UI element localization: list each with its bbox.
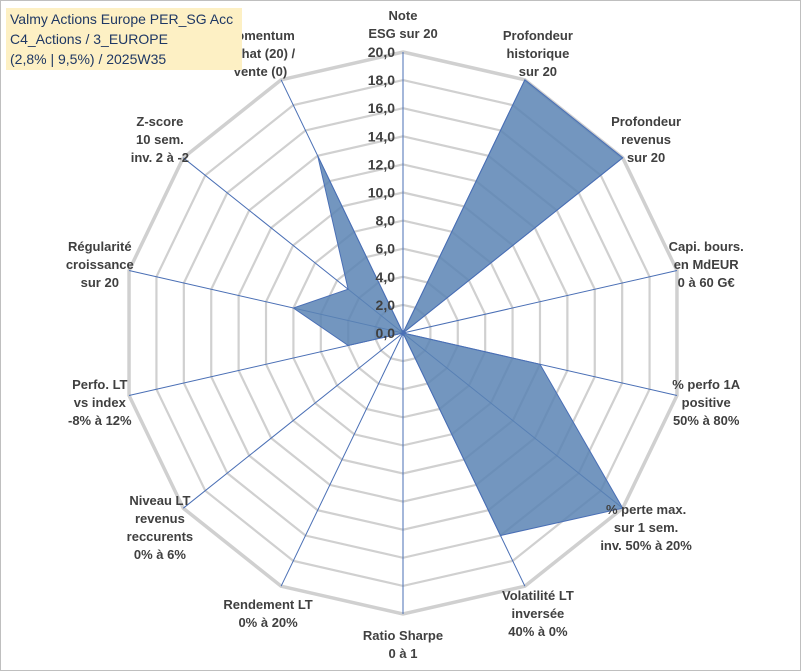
axis-label-line: historique [506, 46, 569, 61]
axis-spoke [402, 270, 678, 334]
axis-label-line: 0 à 60 G€ [678, 275, 735, 290]
axis-label-line: Note [389, 8, 418, 23]
axis-label: Régularité croissance sur 20 [66, 239, 134, 290]
axis-label-line: 0% à 20% [238, 615, 298, 630]
axis-label-line: Z-score [136, 114, 183, 129]
axis-label: Profondeur revenus sur 20 [611, 114, 681, 165]
axis-label-line: Profondeur [611, 114, 681, 129]
axis-label-line: Profondeur [503, 28, 573, 43]
axis-label-line: revenus [135, 511, 185, 526]
chart-title-line-1: Valmy Actions Europe PER_SG Acc [10, 11, 234, 27]
axis-label-line: sur 20 [519, 64, 557, 79]
tick-label: 18,0 [368, 72, 395, 88]
axis-label-line: positive [682, 395, 731, 410]
axis-label: Ratio Sharpe 0 à 1 [363, 628, 443, 661]
axis-label: Profondeur historique sur 20 [503, 28, 573, 79]
axis-label-line: revenus [621, 132, 671, 147]
axis-label-line: 50% à 80% [673, 413, 740, 428]
axis-label-line: Volatilité LT [502, 588, 574, 603]
axis-label-line: Rendement LT [223, 597, 312, 612]
axis-label-line: en MdEUR [674, 257, 740, 272]
tick-label: 14,0 [368, 128, 395, 144]
tick-label: 12,0 [368, 156, 395, 172]
axis-label-line: ESG sur 20 [368, 26, 437, 41]
tick-label: 20,0 [368, 44, 395, 60]
tick-label: 8,0 [376, 213, 396, 229]
tick-label: 0,0 [376, 325, 396, 341]
radar-series [292, 79, 624, 537]
axis-label-line: Vente (0) [233, 64, 287, 79]
axis-label-line: sur 1 sem. [614, 520, 678, 535]
chart-title-line-2: C4_Actions / 3_EUROPE [10, 31, 168, 47]
axis-label: Z-score 10 sem. inv. 2 à -2 [131, 114, 189, 165]
tick-label: 4,0 [376, 269, 396, 285]
tick-label: 2,0 [376, 297, 396, 313]
axis-label-line: inv. 2 à -2 [131, 150, 189, 165]
axis-label-line: 0% à 6% [134, 547, 186, 562]
axis-label-line: inversée [512, 606, 565, 621]
axis-label-line: Régularité [68, 239, 132, 254]
axis-label-line: 40% à 0% [508, 624, 568, 639]
axis-spoke [182, 332, 404, 509]
axis-label: Niveau LT revenus reccurents 0% à 6% [127, 493, 193, 562]
axis-label-line: 10 sem. [136, 132, 184, 147]
axis-label: Momentum Achat (20) / Vente (0) [225, 28, 295, 79]
axis-label: % perfo 1A positive 50% à 80% [672, 377, 741, 428]
series-area [292, 79, 624, 537]
axis-label-line: Capi. bours. [669, 239, 744, 254]
axis-label-line: Ratio Sharpe [363, 628, 443, 643]
chart-title-box: Valmy Actions Europe PER_SG Acc C4_Actio… [6, 8, 242, 70]
radar-tick-labels: 0,0 2,0 4,0 6,0 8,0 10,0 12,0 14,0 16,0 18,0 20,0 [368, 44, 395, 341]
axis-label-line: sur 20 [627, 150, 665, 165]
axis-label-line: 0 à 1 [389, 646, 418, 661]
radar-axis-labels: Note ESG sur 20 Profondeur historique sur 20… [66, 8, 744, 661]
tick-label: 6,0 [376, 241, 396, 257]
axis-label: Rendement LT 0% à 20% [223, 597, 312, 630]
axis-label-line: Niveau LT [129, 493, 190, 508]
axis-label-line: % perfo 1A [672, 377, 741, 392]
tick-label: 10,0 [368, 185, 395, 201]
axis-label: Note ESG sur 20 [368, 8, 437, 41]
axis-label-line: vs index [74, 395, 127, 410]
axis-label-line: reccurents [127, 529, 193, 544]
tick-label: 16,0 [368, 100, 395, 116]
axis-label: Capi. bours. en MdEUR 0 à 60 G€ [669, 239, 744, 290]
axis-label-line: Momentum [225, 28, 294, 43]
chart-title-line-3: (2,8% | 9,5%) / 2025W35 [10, 51, 167, 67]
axis-label-line: croissance [66, 257, 134, 272]
axis-label-line: sur 20 [81, 275, 119, 290]
axis-label-line: inv. 50% à 20% [600, 538, 692, 553]
axis-label: Perfo. LT vs index -8% à 12% [68, 377, 132, 428]
axis-label-line: Perfo. LT [72, 377, 127, 392]
axis-label: Volatilité LT inversée 40% à 0% [502, 588, 574, 639]
axis-label-line: % perte max. [606, 502, 686, 517]
axis-spoke [280, 332, 404, 587]
axis-label: % perte max. sur 1 sem. inv. 50% à 20% [600, 502, 692, 553]
axis-label-line: Achat (20) / [225, 46, 295, 61]
axis-label-line: -8% à 12% [68, 413, 132, 428]
